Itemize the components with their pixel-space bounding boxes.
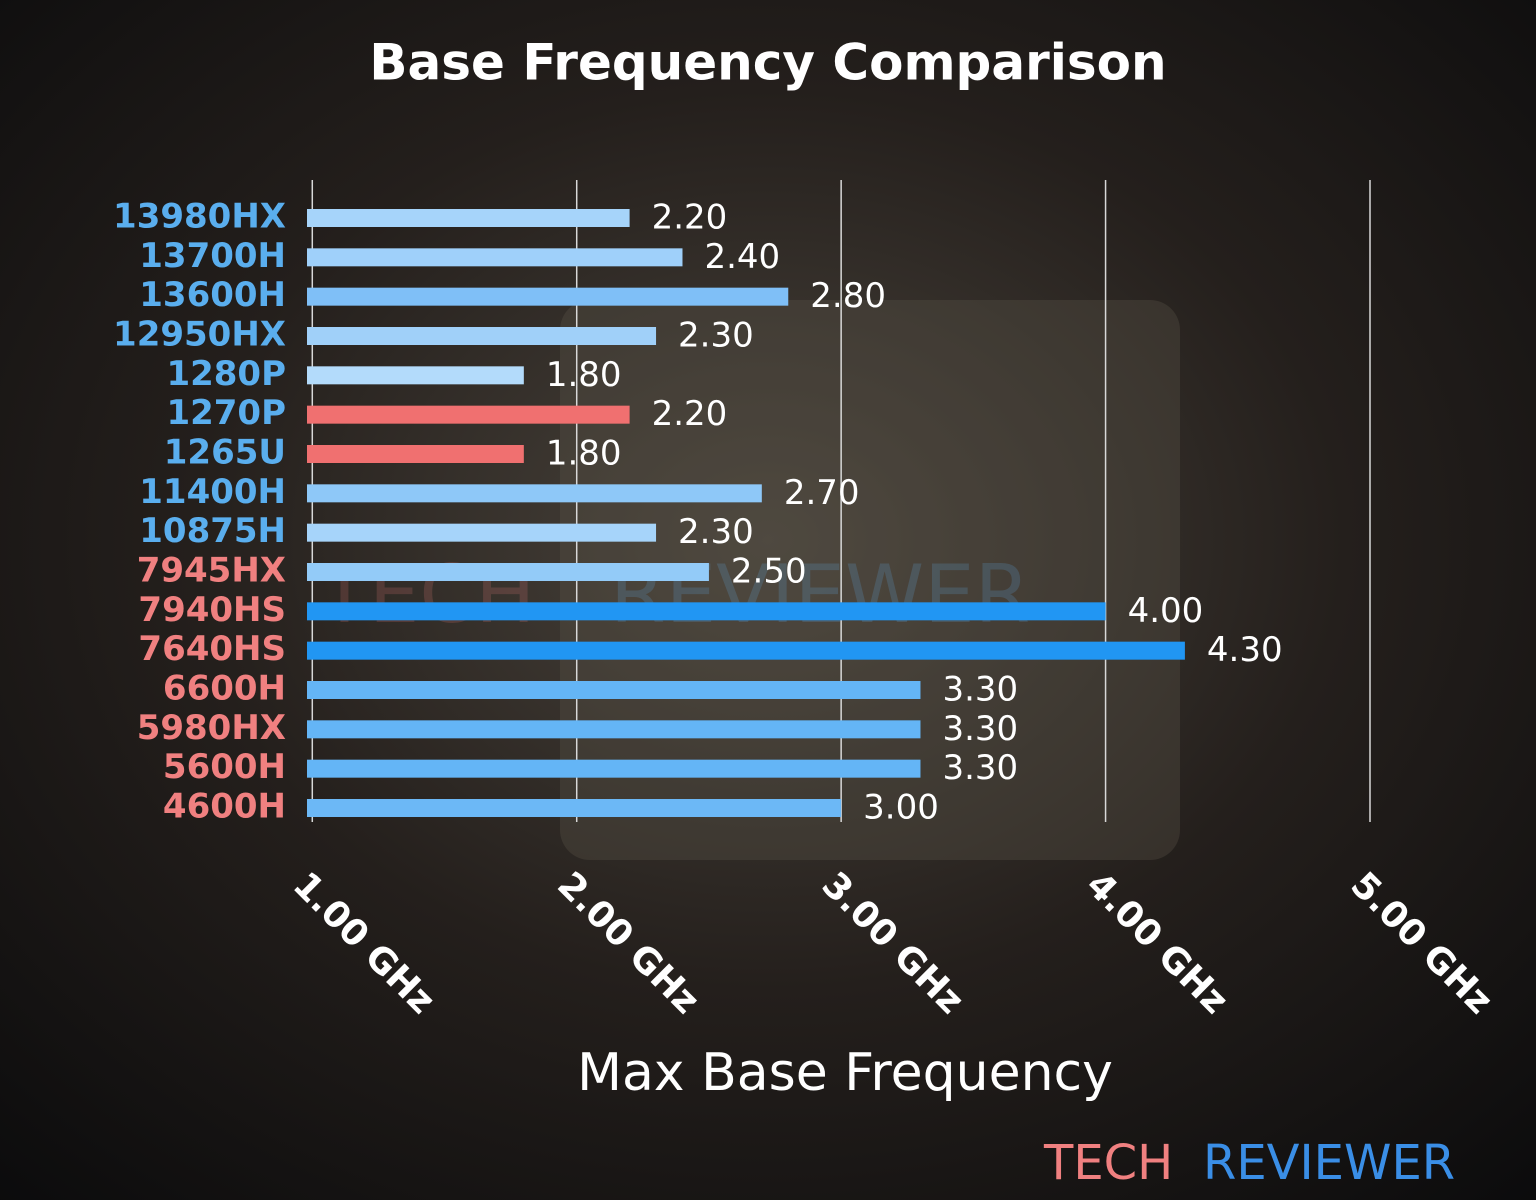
y-tick-label: 4600H — [163, 787, 286, 827]
y-tick-label: 13980HX — [113, 197, 286, 237]
value-label: 2.20 — [652, 394, 728, 434]
y-tick-label: 11400H — [139, 472, 286, 512]
bar — [307, 248, 683, 267]
bar — [307, 484, 762, 503]
value-label: 2.50 — [731, 552, 807, 592]
value-label: 2.30 — [678, 512, 754, 552]
value-label: 2.30 — [678, 316, 754, 356]
x-axis-title: Max Base Frequency — [577, 1043, 1113, 1103]
value-label: 3.30 — [942, 748, 1018, 788]
y-tick-label: 5600H — [163, 747, 286, 787]
bar — [307, 602, 1106, 621]
watermark-reviewer: REVIEWER — [610, 548, 1030, 641]
bar — [307, 327, 657, 345]
y-tick-label: 1265U — [164, 433, 286, 473]
bar — [307, 523, 657, 542]
bar — [307, 405, 630, 424]
bar — [307, 209, 630, 227]
value-label: 3.30 — [942, 709, 1018, 749]
bar — [307, 287, 789, 306]
value-label: 4.00 — [1128, 591, 1204, 631]
value-label: 2.70 — [784, 473, 860, 513]
bar — [307, 720, 921, 739]
value-label: 4.30 — [1207, 630, 1283, 670]
value-label: 2.40 — [704, 237, 780, 277]
bar — [307, 445, 524, 463]
y-tick-label: 5980HX — [137, 708, 286, 748]
bar — [307, 799, 842, 817]
y-tick-label: 12950HX — [113, 315, 286, 355]
bar — [307, 563, 709, 581]
y-tick-label: 13700H — [139, 236, 286, 276]
bar — [307, 641, 1185, 660]
logo-tech: TECH — [1043, 1135, 1173, 1191]
watermark: TECH REVIEWER — [319, 548, 1030, 641]
y-tick-label: 1270P — [166, 393, 286, 433]
y-tick-label: 7945HX — [137, 551, 286, 591]
y-tick-label: 7940HS — [138, 590, 286, 630]
y-tick-label: 7640HS — [138, 629, 286, 669]
logo-reviewer: REVIEWER — [1203, 1135, 1455, 1191]
bar — [307, 681, 921, 699]
y-tick-label: 6600H — [163, 669, 286, 709]
value-label: 3.00 — [863, 788, 939, 828]
y-tick-label: 10875H — [139, 511, 286, 551]
background-chip — [560, 300, 1180, 860]
y-tick-label: 13600H — [139, 275, 286, 315]
y-tick-label: 1280P — [166, 354, 286, 394]
bar — [307, 759, 921, 778]
watermark-tech: TECH — [319, 548, 535, 641]
value-label: 3.30 — [942, 670, 1018, 710]
value-label: 1.80 — [546, 434, 622, 474]
value-label: 1.80 — [546, 355, 622, 395]
value-label: 2.20 — [652, 198, 728, 238]
value-label: 2.80 — [810, 276, 886, 316]
chart-title: Base Frequency Comparison — [369, 34, 1166, 92]
bar — [307, 366, 524, 385]
